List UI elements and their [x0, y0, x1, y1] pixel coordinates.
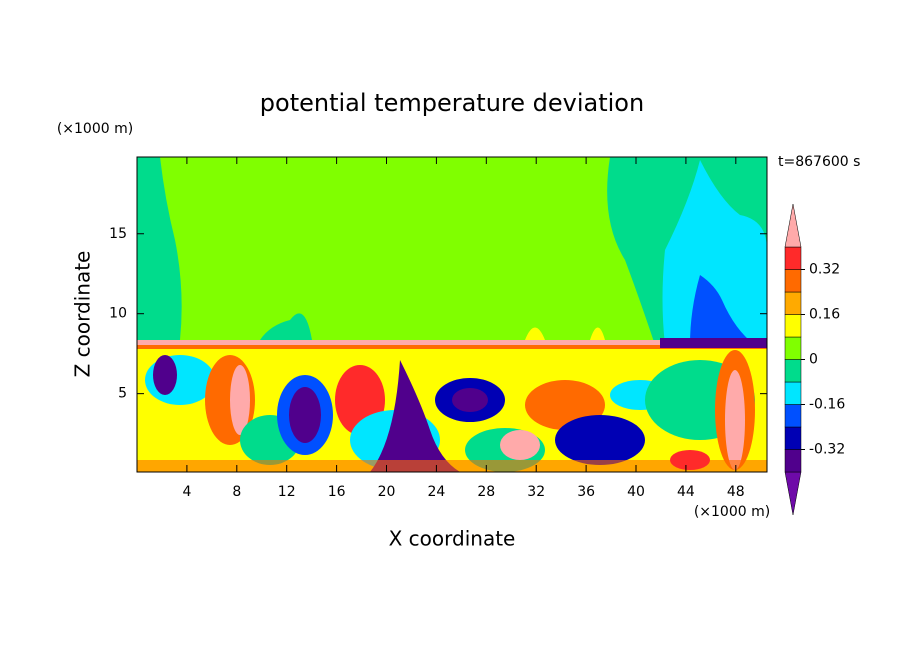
colorbar-box — [784, 359, 802, 383]
colorbar-tick-label: -0.16 — [809, 397, 845, 413]
colorbar-tick-label: 0.16 — [809, 307, 840, 323]
plot-frame — [136, 156, 768, 473]
colorbar-box — [784, 381, 802, 405]
x-axis-label: X coordinate — [389, 527, 516, 551]
colorbar-box — [784, 426, 802, 450]
colorbar-box — [784, 336, 802, 360]
y-tick-label: 5 — [118, 386, 127, 402]
colorbar-tick-label: -0.32 — [809, 442, 845, 458]
x-tick-label: 16 — [328, 484, 346, 500]
y-axis-label: Z coordinate — [71, 251, 95, 378]
chart-title: potential temperature deviation — [260, 89, 644, 117]
x-unit: (×1000 m) — [694, 504, 770, 520]
x-tick-label: 28 — [477, 484, 495, 500]
x-tick-label: 32 — [527, 484, 545, 500]
x-tick-label: 40 — [627, 484, 645, 500]
y-tick-label: 15 — [109, 226, 127, 242]
x-tick-label: 44 — [677, 484, 695, 500]
time-annotation: t=867600 s — [778, 154, 860, 170]
x-tick-label: 48 — [727, 484, 745, 500]
x-tick-label: 8 — [232, 484, 241, 500]
colorbar-box — [784, 291, 802, 315]
y-unit: (×1000 m) — [57, 121, 133, 137]
colorbar-extend-low — [784, 471, 802, 516]
colorbar-box — [784, 246, 802, 270]
colorbar-box — [784, 314, 802, 338]
x-tick-label: 12 — [278, 484, 296, 500]
colorbar-box — [784, 269, 802, 293]
x-tick-label: 24 — [427, 484, 445, 500]
x-tick-label: 4 — [182, 484, 191, 500]
colorbar-box — [784, 449, 802, 473]
colorbar-tick-label: 0.32 — [809, 262, 840, 278]
x-tick-label: 20 — [378, 484, 396, 500]
x-tick-label: 36 — [577, 484, 595, 500]
y-tick-label: 10 — [109, 306, 127, 322]
colorbar-box — [784, 404, 802, 428]
colorbar-extend-high — [784, 203, 802, 248]
colorbar-tick-label: 0 — [809, 352, 818, 368]
contour-field — [137, 157, 767, 472]
